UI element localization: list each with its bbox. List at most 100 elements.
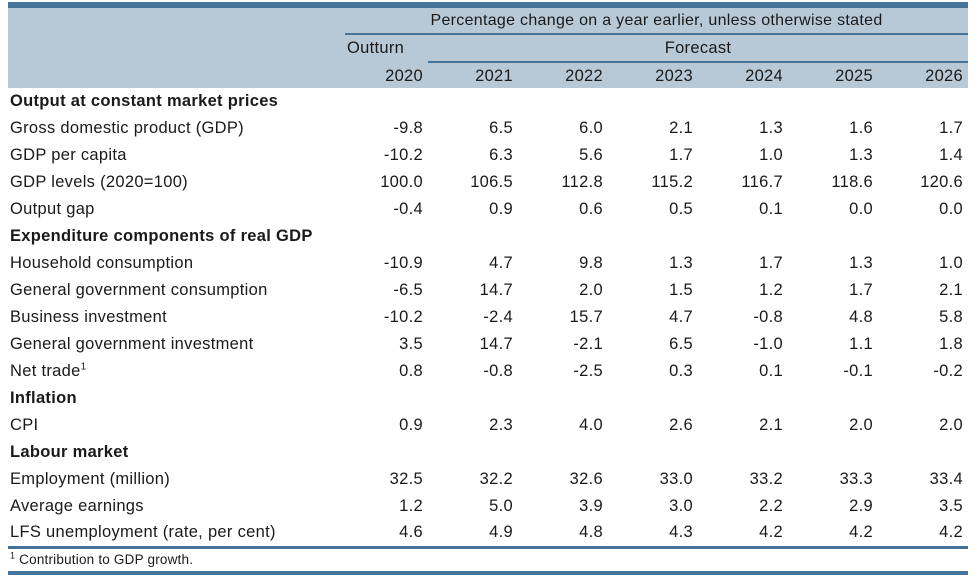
table-header: Percentage change on a year earlier, unl… [8, 8, 968, 88]
cell-value: 1.3 [849, 146, 873, 164]
table-row: LFS unemployment (rate, per cent) 4.6 4.9 4… [8, 520, 968, 549]
row-label-text: Business investment [10, 308, 168, 326]
cell-value: -10.9 [383, 254, 423, 272]
cell-value: 1.6 [849, 119, 873, 137]
row-label: Output gap [8, 196, 345, 223]
table-row: GDP levels (2020=100) 100.0 106.5 112.8 115.… [8, 169, 968, 196]
cell-value: 3.9 [579, 497, 603, 515]
table-row: Gross domestic product (GDP) -9.8 6.5 6.0 2.… [8, 115, 968, 142]
section-row: Labour market [8, 439, 968, 466]
cell-value: 118.6 [831, 173, 873, 191]
cell-value: 4.2 [878, 520, 968, 549]
cell-value: -2.5 [573, 362, 603, 380]
row-label-text: LFS unemployment (rate, per cent) [10, 523, 276, 542]
footnote-marker: 1 [10, 550, 16, 560]
cell-value: 6.0 [579, 119, 603, 137]
cell-value: 4.8 [849, 308, 873, 326]
year-col-2020: 2020 [345, 62, 428, 88]
cell-value: 115.2 [651, 173, 693, 191]
cell-value: 1.1 [849, 335, 873, 353]
table-row: Output gap -0.4 0.9 0.6 0.5 0.1 0.0 0.0 [8, 196, 968, 223]
cell-value: 2.1 [669, 119, 693, 137]
table-row: Average earnings 1.2 5.0 3.9 3.0 2.2 2.9 3.5 [8, 493, 968, 520]
row-label: Business investment [8, 304, 345, 331]
cell-value: 2.1 [759, 416, 783, 434]
header-spacer [8, 34, 345, 62]
top-rule [8, 2, 968, 8]
row-label-text: Household consumption [10, 254, 194, 272]
header-spacer [8, 8, 345, 34]
cell-value: 4.7 [669, 308, 693, 326]
cell-value: 2.2 [759, 497, 783, 515]
cell-value: 0.0 [849, 200, 873, 218]
cell-value: 4.0 [579, 416, 603, 434]
column-group-forecast: Forecast [428, 34, 968, 63]
cell-value: 15.7 [569, 308, 603, 326]
cell-value: 6.5 [489, 119, 513, 137]
cell-value: -2.1 [573, 335, 603, 353]
cell-value: 9.8 [579, 254, 603, 272]
cell-value: 32.5 [389, 470, 423, 488]
cell-value: 1.7 [669, 146, 693, 164]
cell-value: 0.9 [489, 200, 513, 218]
cell-value: 33.0 [659, 470, 693, 488]
section-heading: Expenditure components of real GDP [10, 227, 313, 245]
row-label-text: Net trade [10, 362, 81, 380]
section-heading: Output at constant market prices [10, 92, 279, 110]
row-label-text: Average earnings [10, 497, 144, 515]
units-note-row: Percentage change on a year earlier, unl… [8, 8, 968, 35]
cell-value: 0.3 [669, 362, 693, 380]
row-label-text: Employment (million) [10, 470, 171, 488]
section-row: Inflation [8, 385, 968, 412]
cell-value: 120.6 [920, 173, 963, 191]
cell-value: 112.8 [561, 173, 603, 191]
cell-value: 1.8 [939, 335, 963, 353]
cell-value: 4.7 [489, 254, 513, 272]
table-row: Business investment -10.2 -2.4 15.7 4.7 -0.8 4… [8, 304, 968, 331]
row-label: Net trade1 [8, 358, 345, 385]
cell-value: 5.8 [939, 308, 963, 326]
section-row: Output at constant market prices [8, 88, 968, 115]
cell-value: 2.1 [939, 281, 963, 299]
row-label: GDP per capita [8, 142, 345, 169]
row-label: Household consumption [8, 250, 345, 277]
section-heading: Labour market [10, 443, 129, 461]
row-label: General government consumption [8, 277, 345, 304]
row-label: Gross domestic product (GDP) [8, 115, 345, 142]
cell-value: 4.3 [608, 520, 698, 549]
table-row: General government consumption -6.5 14.7 2.… [8, 277, 968, 304]
cell-value: 1.0 [759, 146, 783, 164]
cell-value: 2.9 [849, 497, 873, 515]
year-col-2023: 2023 [608, 62, 698, 88]
cell-value: 14.7 [479, 281, 513, 299]
cell-value: 1.3 [759, 119, 783, 137]
cell-value: 6.3 [489, 146, 513, 164]
cell-value: 2.6 [669, 416, 693, 434]
year-col-2026: 2026 [878, 62, 968, 88]
cell-value: -9.8 [393, 119, 423, 137]
cell-value: 4.9 [428, 520, 518, 549]
cell-value: 1.0 [939, 254, 963, 272]
row-label: GDP levels (2020=100) [8, 169, 345, 196]
cell-value: -2.4 [483, 308, 513, 326]
cell-value: 4.6 [345, 520, 428, 549]
cell-value: -1.0 [753, 335, 783, 353]
cell-value: -0.2 [933, 362, 963, 380]
table-row: Net trade1 0.8 -0.8 -2.5 0.3 0.1 -0.1 -0.2 [8, 358, 968, 385]
year-col-2021: 2021 [428, 62, 518, 88]
row-label-text: CPI [10, 416, 39, 434]
table-body: Output at constant market prices Gross do… [8, 88, 968, 549]
cell-value: -0.8 [483, 362, 513, 380]
header-spacer [8, 62, 345, 88]
cell-value: 4.2 [788, 520, 878, 549]
footnote-text: Contribution to GDP growth. [19, 551, 194, 567]
row-label: General government investment [8, 331, 345, 358]
row-label-text: GDP per capita [10, 146, 127, 164]
year-header-row: 2020 2021 2022 2023 2024 2025 2026 [8, 62, 968, 88]
year-col-2025: 2025 [788, 62, 878, 88]
cell-value: -0.1 [843, 362, 873, 380]
cell-value: 5.6 [579, 146, 603, 164]
section-row: Expenditure components of real GDP [8, 223, 968, 250]
table-row: CPI 0.9 2.3 4.0 2.6 2.1 2.0 2.0 [8, 412, 968, 439]
